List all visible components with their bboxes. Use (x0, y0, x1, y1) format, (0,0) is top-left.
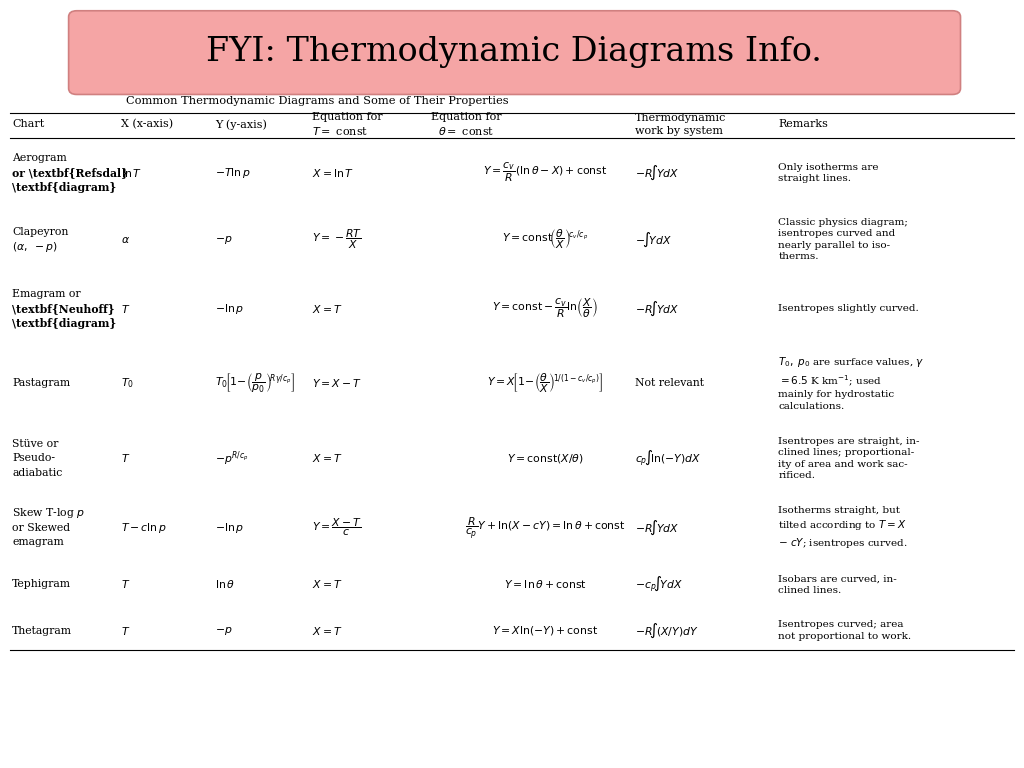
Text: $-p^{R/c_p}$: $-p^{R/c_p}$ (215, 449, 249, 468)
Text: $Y = \dfrac{X-T}{c}$: $Y = \dfrac{X-T}{c}$ (312, 517, 362, 538)
Text: $-R\!\int\!YdX$: $-R\!\int\!YdX$ (635, 164, 679, 182)
Text: $Y = \dfrac{c_v}{R}(\ln\theta - X) + \mathrm{const}$: $Y = \dfrac{c_v}{R}(\ln\theta - X) + \ma… (483, 161, 607, 184)
Text: $-c_p\!\int\!YdX$: $-c_p\!\int\!YdX$ (635, 574, 683, 594)
Text: $Y = \mathrm{const}\!\left(\dfrac{\theta}{X}\right)^{\!c_v/c_p}$: $Y = \mathrm{const}\!\left(\dfrac{\theta… (502, 228, 589, 251)
Text: \textbf{diagram}: \textbf{diagram} (12, 182, 117, 193)
Text: $-R\!\int\!(X/Y)dY$: $-R\!\int\!(X/Y)dY$ (635, 621, 698, 640)
Text: $-R\!\int\!YdX$: $-R\!\int\!YdX$ (635, 518, 679, 537)
Text: $\alpha$: $\alpha$ (121, 234, 130, 245)
Text: $Y = -\dfrac{RT}{X}$: $Y = -\dfrac{RT}{X}$ (312, 228, 362, 251)
Text: Aerogram: Aerogram (12, 153, 67, 164)
Text: Isentropes slightly curved.: Isentropes slightly curved. (778, 304, 919, 313)
Text: $Y = \mathrm{const} - \dfrac{c_v}{R}\ln\!\left(\dfrac{X}{\theta}\right)$: $Y = \mathrm{const} - \dfrac{c_v}{R}\ln\… (493, 297, 598, 320)
Text: $X = T$: $X = T$ (312, 452, 343, 465)
Text: $(\alpha,\ -p)$: $(\alpha,\ -p)$ (12, 240, 58, 254)
Text: Remarks: Remarks (778, 119, 828, 130)
Text: Pseudo-: Pseudo- (12, 453, 55, 464)
Text: Not relevant: Not relevant (635, 378, 703, 388)
Text: $Y = X - T$: $Y = X - T$ (312, 377, 362, 389)
Text: $-T\ln p$: $-T\ln p$ (215, 166, 251, 180)
Text: Equation for
$\theta =$ const: Equation for $\theta =$ const (431, 111, 501, 137)
Text: $X = \ln T$: $X = \ln T$ (312, 167, 354, 179)
Text: $T_0\!\left[1\!-\!\left(\dfrac{p}{p_0}\right)^{\!R\gamma/c_p}\right]$: $T_0\!\left[1\!-\!\left(\dfrac{p}{p_0}\r… (215, 371, 295, 395)
Text: $Y = \mathrm{const}(X/\theta)$: $Y = \mathrm{const}(X/\theta)$ (507, 452, 584, 465)
Text: $T$: $T$ (121, 578, 130, 591)
Text: FYI: Thermodynamic Diagrams Info.: FYI: Thermodynamic Diagrams Info. (206, 36, 822, 68)
Text: $Y = \ln\theta + \mathrm{const}$: $Y = \ln\theta + \mathrm{const}$ (504, 578, 587, 591)
Text: Isotherms straight, but
tilted according to $T = X$
$-\ cY$; isentropes curved.: Isotherms straight, but tilted according… (778, 505, 908, 550)
Text: $-p$: $-p$ (215, 233, 232, 246)
Text: Thetagram: Thetagram (12, 625, 73, 636)
Text: Isentropes are straight, in-
clined lines; proportional-
ity of area and work sa: Isentropes are straight, in- clined line… (778, 437, 920, 480)
Text: $Y = X\!\left[1\!-\!\left(\dfrac{\theta}{X}\right)^{\!1/(1-c_v/c_p)}\right]$: $Y = X\!\left[1\!-\!\left(\dfrac{\theta}… (487, 371, 603, 395)
Text: $-\ln p$: $-\ln p$ (215, 302, 245, 316)
Text: Equation for
$T =$ const: Equation for $T =$ const (312, 111, 383, 137)
Text: Emagram or: Emagram or (12, 289, 81, 300)
Text: Y (y-axis): Y (y-axis) (215, 119, 267, 130)
Text: $-\!\int\!YdX$: $-\!\int\!YdX$ (635, 230, 672, 249)
Text: $\ln T$: $\ln T$ (121, 167, 142, 179)
Text: $X = T$: $X = T$ (312, 624, 343, 637)
Text: Skew T-log $p$: Skew T-log $p$ (12, 506, 85, 520)
Text: Isobars are curved, in-
clined lines.: Isobars are curved, in- clined lines. (778, 574, 897, 594)
Text: $Y = X\ln(-Y) + \mathrm{const}$: $Y = X\ln(-Y) + \mathrm{const}$ (493, 624, 598, 637)
Text: $T_0$: $T_0$ (121, 376, 134, 389)
Text: Chart: Chart (12, 119, 44, 130)
Text: Clapeyron: Clapeyron (12, 227, 69, 237)
Text: $-\ln p$: $-\ln p$ (215, 521, 245, 535)
Text: Pastagram: Pastagram (12, 378, 71, 388)
Text: \textbf{diagram}: \textbf{diagram} (12, 318, 117, 329)
Text: $c_p\!\int\!\ln(-Y)dX$: $c_p\!\int\!\ln(-Y)dX$ (635, 449, 701, 468)
Text: Common Thermodynamic Diagrams and Some of Their Properties: Common Thermodynamic Diagrams and Some o… (126, 96, 509, 107)
Text: \textbf{Neuhoff}: \textbf{Neuhoff} (12, 303, 115, 314)
Text: emagram: emagram (12, 537, 65, 548)
Text: or Skewed: or Skewed (12, 522, 71, 533)
Text: or \textbf{Refsdal}: or \textbf{Refsdal} (12, 167, 128, 178)
Text: adiabatic: adiabatic (12, 468, 62, 478)
Text: $T - c\ln p$: $T - c\ln p$ (121, 521, 167, 535)
Text: $-p$: $-p$ (215, 624, 232, 637)
Text: $X = T$: $X = T$ (312, 578, 343, 591)
Text: Only isotherms are
straight lines.: Only isotherms are straight lines. (778, 163, 879, 183)
Text: Classic physics diagram;
isentropes curved and
nearly parallel to iso-
therms.: Classic physics diagram; isentropes curv… (778, 218, 908, 261)
Text: Tephigram: Tephigram (12, 579, 72, 590)
Text: $X = T$: $X = T$ (312, 303, 343, 315)
Text: $T$: $T$ (121, 452, 130, 465)
Text: Stüve or: Stüve or (12, 439, 58, 449)
Text: Isentropes curved; area
not proportional to work.: Isentropes curved; area not proportional… (778, 621, 911, 641)
Text: Thermodynamic
work by system: Thermodynamic work by system (635, 113, 726, 136)
Text: $\dfrac{R}{c_p}Y + \ln(X-cY) = \ln\theta + \mathrm{const}$: $\dfrac{R}{c_p}Y + \ln(X-cY) = \ln\theta… (465, 515, 626, 541)
Text: $\ln\theta$: $\ln\theta$ (215, 578, 236, 591)
Text: $T_0,\ p_0$ are surface values, $\gamma$
$= 6.5$ K km$^{-1}$; used
mainly for hy: $T_0,\ p_0$ are surface values, $\gamma$… (778, 355, 925, 411)
Text: $T$: $T$ (121, 624, 130, 637)
Text: X (x-axis): X (x-axis) (121, 119, 173, 130)
Text: $T$: $T$ (121, 303, 130, 315)
Text: $-R\!\int\!YdX$: $-R\!\int\!YdX$ (635, 300, 679, 318)
FancyBboxPatch shape (69, 11, 961, 94)
